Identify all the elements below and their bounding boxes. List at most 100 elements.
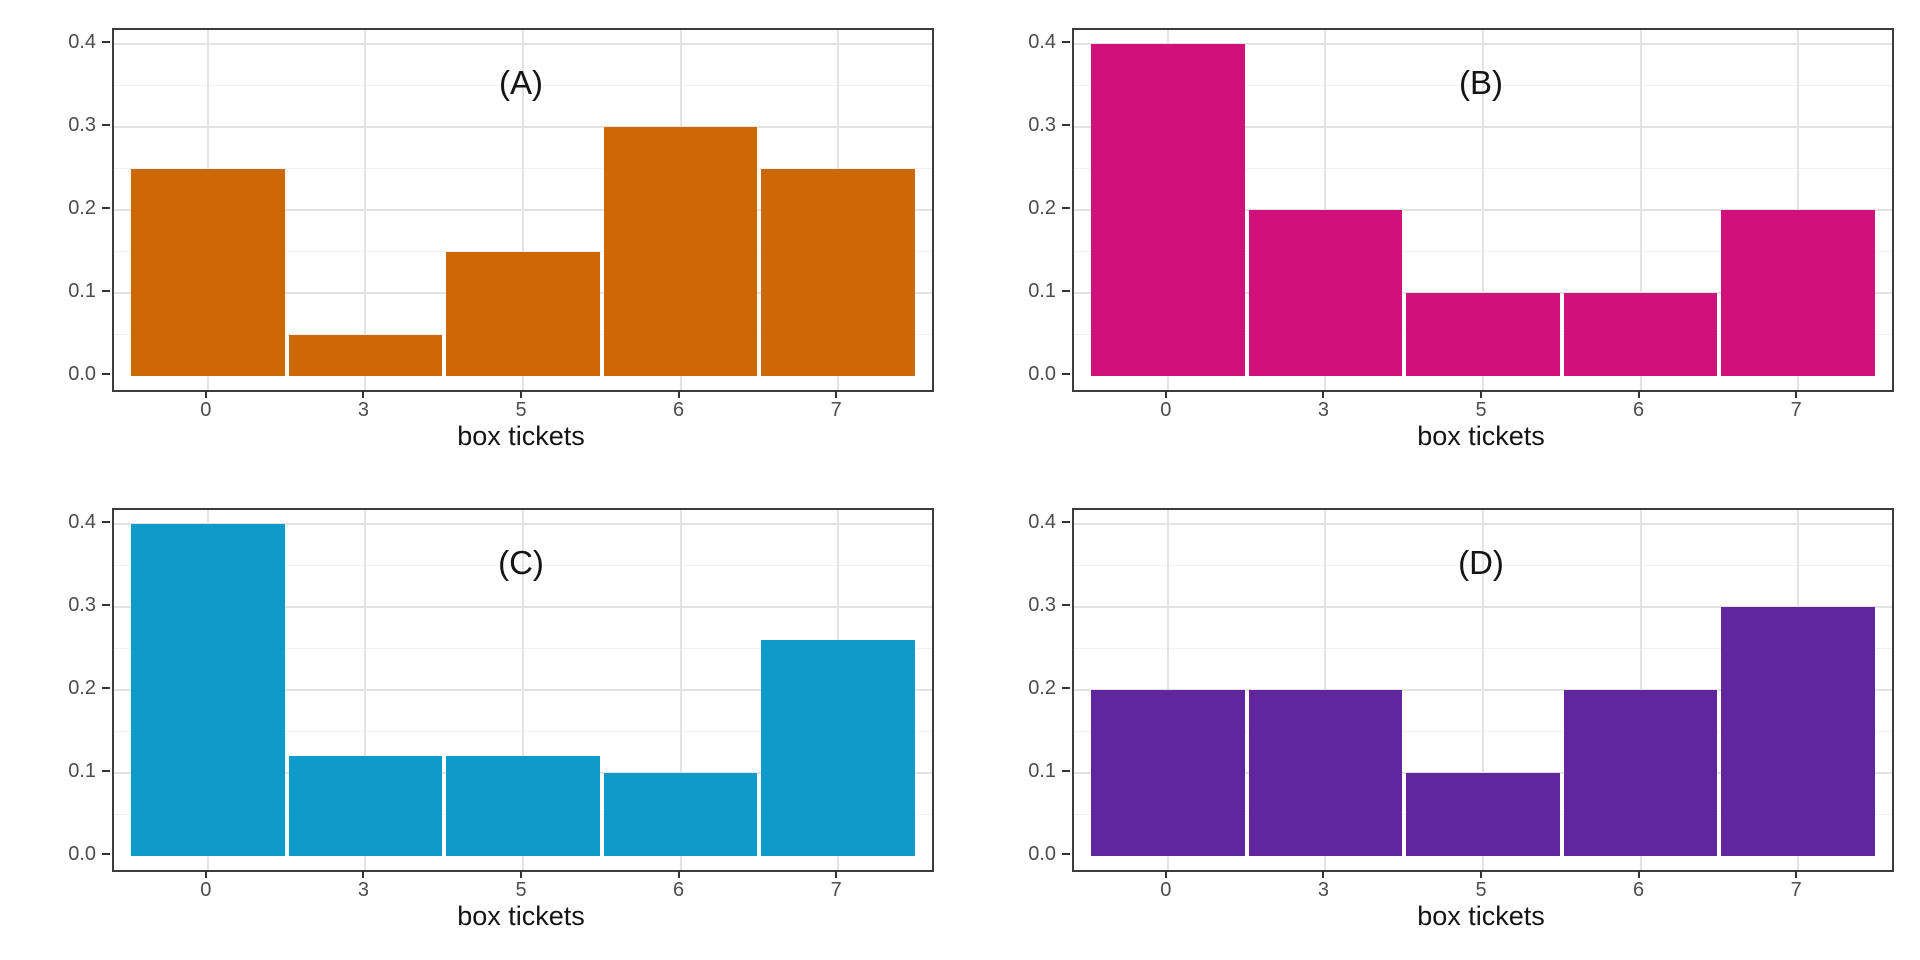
vertical-gridline [1482,510,1484,870]
y-tick-mark [102,124,110,126]
x-tick-mark [1164,870,1167,878]
x-tick-label: 5 [515,399,527,421]
x-tick-mark [204,390,207,398]
y-tick-mark [102,853,110,855]
y-tick-mark [1062,604,1070,606]
bar-5 [446,251,600,376]
plot-area-a [112,28,934,392]
y-tick-mark [102,687,110,689]
bar-7 [761,640,915,856]
x-tick-label: 5 [1475,399,1487,421]
x-tick-mark [1480,390,1482,398]
vertical-gridline [522,30,524,390]
x-axis-title-d: box tickets [1417,901,1545,931]
x-tick-label: 0 [1160,879,1172,901]
y-tick-mark [1062,124,1070,126]
bar-3 [288,334,443,376]
panel-title-a: (A) [499,64,543,101]
x-tick-label: 3 [1317,399,1329,421]
x-tick-label: 5 [1475,879,1487,901]
x-tick-label: 6 [673,879,685,901]
vertical-gridline [679,510,682,870]
y-tick-label: 0.1 [1028,280,1056,302]
x-tick-mark [1322,870,1325,878]
y-tick-label: 0.4 [1028,31,1056,53]
x-tick-label: 6 [673,399,685,421]
x-axis-title-b: box tickets [1417,421,1545,451]
y-tick-mark [1062,207,1070,209]
bar-0 [1091,44,1245,376]
bar-7 [1721,210,1875,376]
bars-group [1091,524,1875,856]
y-tick-label: 0.0 [68,363,96,385]
x-tick-label: 6 [1633,399,1645,421]
bar-5 [1406,773,1560,856]
y-tick-label: 0.1 [1028,760,1056,782]
y-tick-mark [102,521,110,523]
x-tick-label: 7 [830,879,842,901]
x-tick-mark [1164,390,1167,398]
x-tick-label: 3 [357,879,369,901]
x-tick-label: 0 [200,399,212,421]
x-tick-label: 7 [1790,879,1802,901]
y-tick-mark [102,770,110,772]
x-tick-mark [520,870,522,878]
y-tick-label: 0.2 [1028,197,1056,219]
x-tick-mark [677,870,680,878]
y-tick-label: 0.4 [68,31,96,53]
y-tick-mark [102,604,110,606]
y-tick-mark [1062,373,1070,375]
bar-3 [1248,690,1403,856]
bar-6 [603,127,758,376]
plot-area-b [1072,28,1894,392]
vertical-gridline [522,510,524,870]
y-tick-mark [102,373,110,375]
x-tick-mark [1795,390,1798,398]
y-tick-label: 0.2 [68,677,96,699]
x-axis-title-c: box tickets [457,901,585,931]
bar-0 [131,524,285,856]
vertical-gridline [364,510,367,870]
bar-6 [1563,690,1718,856]
y-tick-mark [1062,853,1070,855]
bar-0 [131,168,285,376]
vertical-gridline [364,30,367,390]
x-tick-mark [1795,870,1798,878]
x-tick-label: 5 [515,879,527,901]
x-tick-mark [1637,870,1640,878]
y-tick-mark [102,290,110,292]
x-tick-label: 0 [1160,399,1172,421]
bar-7 [761,168,915,376]
panel-a: (A) box tickets 0.0 0.1 0.2 0.3 0.4 0 3 5 6 7 [0,0,960,480]
y-tick-label: 0.0 [1028,363,1056,385]
bars-group [1091,44,1875,376]
x-tick-mark [835,870,838,878]
x-tick-mark [677,390,680,398]
x-tick-label: 6 [1633,879,1645,901]
panel-b: (B) box tickets 0.0 0.1 0.2 0.3 0.4 0 3 5 6 7 [960,0,1920,480]
y-tick-label: 0.0 [1028,843,1056,865]
y-tick-mark [102,207,110,209]
plot-area-c [112,508,934,872]
x-tick-mark [362,390,365,398]
panel-title-c: (C) [498,544,544,581]
bar-3 [1248,210,1403,376]
y-tick-label: 0.1 [68,280,96,302]
vertical-gridline [1482,30,1484,390]
x-axis-title-a: box tickets [457,421,585,451]
panel-title-d: (D) [1458,544,1504,581]
y-tick-mark [1062,521,1070,523]
x-tick-label: 7 [830,399,842,421]
x-tick-mark [1322,390,1325,398]
y-tick-label: 0.3 [1028,594,1056,616]
bar-3 [288,756,443,856]
bar-6 [1563,293,1718,376]
vertical-gridline [1639,30,1642,390]
bar-6 [603,773,758,856]
panel-title-b: (B) [1459,64,1503,101]
y-tick-label: 0.1 [68,760,96,782]
panel-d: (D) box tickets 0.0 0.1 0.2 0.3 0.4 0 3 5 6 7 [960,480,1920,960]
bar-7 [1721,607,1875,856]
bars-group [131,524,915,856]
bar-5 [446,756,600,856]
